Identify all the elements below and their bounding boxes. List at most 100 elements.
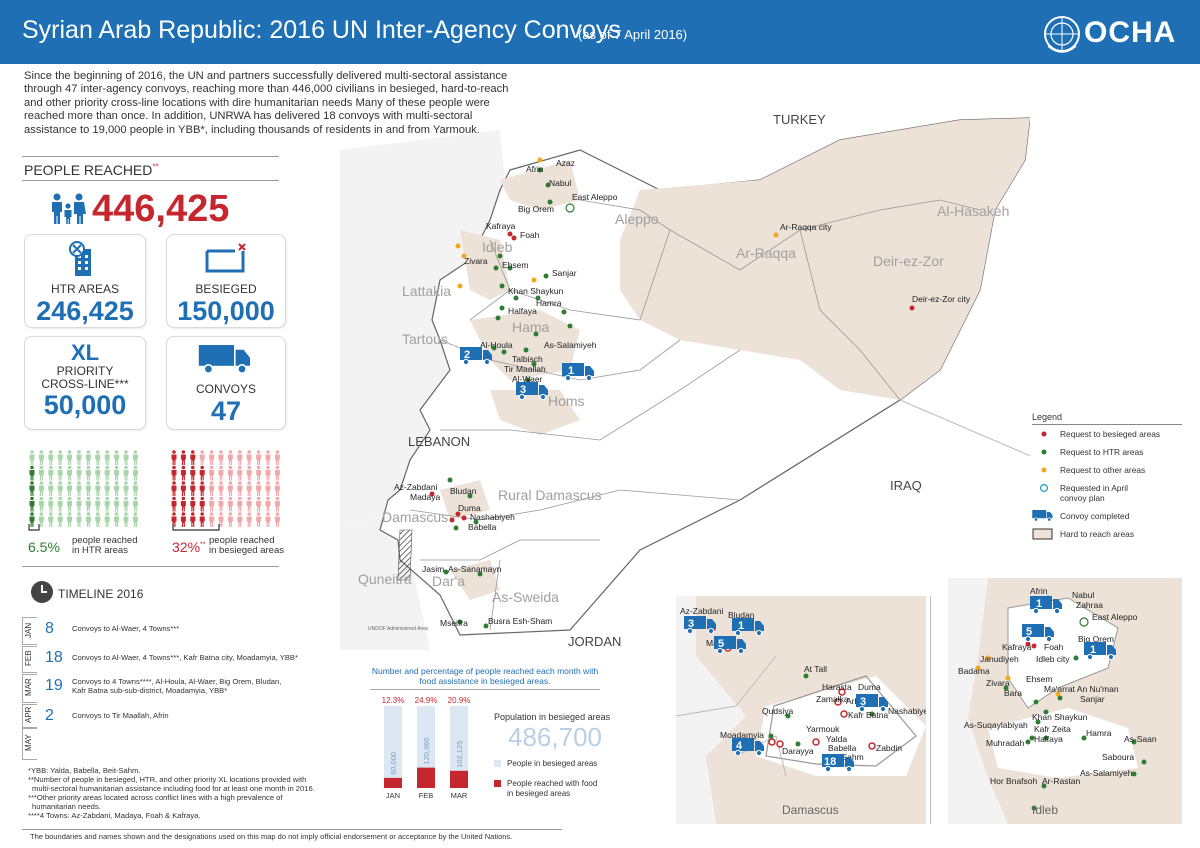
place-label: Zivara: [464, 256, 488, 266]
person-icon: [199, 450, 205, 465]
bar-besieged-population: [417, 706, 435, 788]
person-icon: [237, 512, 243, 527]
besieged-people-grid: [171, 450, 280, 527]
person-icon-besieged-reached: [180, 450, 186, 465]
footnote: **Number of people in besieged, HTR, and…: [28, 775, 307, 784]
building-icon: [69, 241, 91, 276]
place-label: Deir-ez-Zor city: [912, 294, 971, 304]
bar-value-label: 60,000: [389, 752, 398, 775]
person-icon: [265, 465, 271, 481]
place-label: Ma'arrat An Nu'man: [1044, 684, 1119, 694]
gov-label-hasakeh: Al-Hasakeh: [937, 203, 1009, 219]
besieged-note-line-1: people reached: [209, 535, 275, 546]
convoy-count: 3: [860, 696, 866, 708]
legend-besieged-text: Request to besieged areas: [1060, 429, 1161, 439]
timeline-month: JAN: [24, 622, 33, 638]
convoy-count: 2: [464, 349, 470, 361]
gov-label-quneitra: Quneitra: [358, 571, 412, 587]
deir-marker: [909, 305, 915, 311]
idleb-inset-border: [1007, 597, 1119, 709]
idleb-inset-lower-white-area: [988, 708, 1138, 778]
person-icon: [38, 481, 44, 496]
htr-request-markers: [443, 167, 573, 629]
place-label: Babella: [468, 522, 497, 532]
place-label: Badama: [958, 666, 990, 676]
person-icon: [218, 450, 224, 465]
person-icon: [48, 496, 54, 512]
person-icon: [67, 512, 73, 527]
person-icon: [256, 465, 262, 481]
place-label: Tir Maallah: [504, 364, 546, 374]
chart-title: Number and percentage of people reached …: [370, 666, 600, 690]
convoy-truck-kafr-batna: 3: [855, 693, 889, 713]
person-icon-besieged-reached: [171, 481, 177, 496]
place-label: Afrin: [526, 164, 544, 174]
besieged-note-line-2: in besieged areas: [209, 545, 284, 556]
page-title: Syrian Arab Republic: 2016 UN Inter-Agen…: [22, 16, 621, 44]
convoy-count: 5: [718, 638, 724, 650]
person-icon-besieged-reached: [199, 465, 205, 481]
htr-note-line-1: people reached: [72, 535, 138, 546]
gov-label-homs: Homs: [548, 393, 585, 409]
gov-label-raqqa: Ar-Raqqa: [736, 245, 796, 261]
bar-percentage-label: 12.3%: [382, 696, 405, 705]
place-label: Sanjar: [552, 268, 577, 278]
convoy-truck-moadamyia: 4: [731, 737, 765, 757]
person-icon: [227, 465, 233, 481]
place-label: Idleb city: [1036, 654, 1070, 664]
damascus-inset-map: Az-Zabdani Bludan Madaya At Tall Harasta…: [676, 596, 926, 824]
person-icon: [227, 496, 233, 512]
legend-convoy: Convoy completed: [1031, 509, 1129, 522]
person-icon: [123, 450, 129, 465]
legend-besieged: Request to besieged areas: [1032, 428, 1160, 440]
footnote: ***Other priority areas located across c…: [28, 793, 283, 802]
convoy-count: 1: [568, 365, 574, 377]
convoy-count: 3: [688, 618, 694, 630]
people-reached-total: 446,425: [92, 188, 230, 230]
place-label: Qudsiya: [762, 706, 793, 716]
place-label: Foah: [1044, 642, 1064, 652]
person-icon: [218, 481, 224, 496]
place-label: Jasim: [422, 564, 444, 574]
header-bar: [0, 0, 1200, 64]
chart-legend-reached-line-2: in besieged areas: [507, 789, 571, 798]
place-label: Nashabiyeh: [470, 512, 515, 522]
gov-label-deir: Deir-ez-Zor: [873, 253, 944, 269]
person-icon: [256, 450, 262, 465]
legend-other: Request to other areas: [1032, 464, 1145, 476]
place-label: Duma: [458, 503, 481, 513]
person-icon: [237, 481, 243, 496]
idleb-inset-map: Afrin Nabul Zahraa East Aleppo Kafraya F…: [948, 578, 1182, 824]
timeline-month: MAY: [24, 734, 33, 752]
convoy-truck-madaya: 5: [713, 635, 747, 655]
person-icon-besieged-reached: [190, 465, 196, 481]
person-icon: [123, 465, 129, 481]
person-icon: [132, 512, 138, 527]
person-icon: [132, 450, 138, 465]
person-icon: [85, 481, 91, 496]
governorate-borders: [409, 199, 981, 631]
besieged-percentage-note: people reached in besieged areas: [209, 536, 284, 556]
person-icon: [76, 450, 82, 465]
place-label: Zabdin: [876, 743, 902, 753]
person-icon: [67, 450, 73, 465]
besieged-pct-mark: **: [200, 541, 206, 549]
truck-icon: [198, 344, 251, 374]
person-icon: [274, 496, 280, 512]
person-icon: [237, 496, 243, 512]
convoy-count: 3: [520, 384, 526, 396]
iraq-border-line: [899, 399, 1030, 457]
person-icon: [256, 496, 262, 512]
besieged-icon: [205, 243, 246, 273]
place-label: Kafraya: [1002, 642, 1032, 652]
circle-outline-icon: [1039, 483, 1049, 493]
convoy-truck-afrin: 1: [1029, 595, 1063, 615]
person-icon: [218, 496, 224, 512]
footnote: *YBB: Yalda, Babella, Beit-Sahm.: [28, 766, 141, 775]
person-icon: [38, 465, 44, 481]
timeline-text-line: Convoys to Al-Waer, 4 Towns***: [72, 624, 180, 633]
chart-legend-reached-line-1: People reached with food: [507, 779, 598, 788]
convoy-truck-foah: 5: [1021, 623, 1055, 643]
person-icon-besieged-reached: [199, 496, 205, 512]
person-icon: [95, 512, 101, 527]
